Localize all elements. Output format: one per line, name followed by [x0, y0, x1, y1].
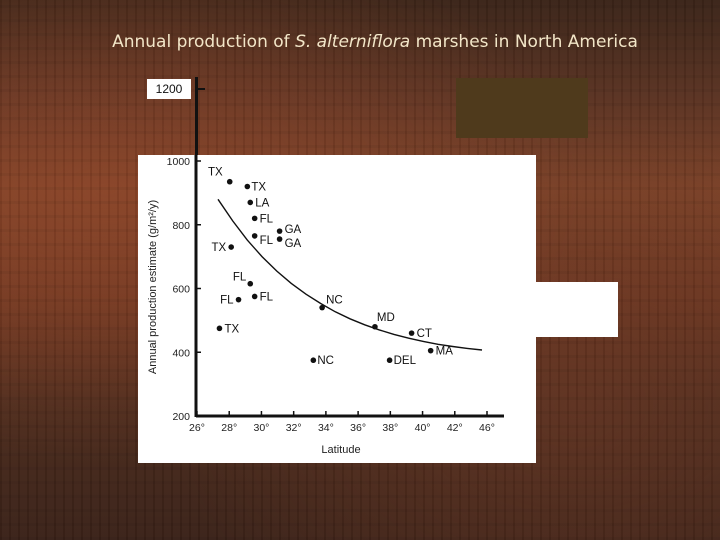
- x-tick-label-2: 30°: [253, 422, 269, 434]
- x-tick-label-4: 34°: [318, 422, 334, 434]
- title-prefix: Annual production of: [112, 32, 296, 52]
- data-point-del: [386, 357, 393, 364]
- slide-title: Annual production of S. alterniflora mar…: [0, 32, 720, 52]
- y-axis-extension: [195, 77, 198, 159]
- data-points: TX TX LA FL GA GA FL TX FL FL FL NC TX MD CT MA NC DEL: [208, 167, 453, 368]
- data-point-ga: [276, 228, 283, 234]
- chart-panel: 200 400 600 800 1000 26° 28° 30° 32° 34° 36° 38° 40…: [138, 155, 536, 463]
- data-label-tx: TX: [208, 167, 223, 179]
- data-point-tx: [228, 244, 234, 250]
- data-point-tx: [244, 183, 251, 190]
- x-tick-label-5: 36°: [350, 422, 366, 434]
- data-point-fl: [247, 280, 254, 287]
- data-label-ma: MA: [436, 346, 454, 358]
- data-point-fl: [251, 293, 258, 300]
- data-label-tx: TX: [251, 182, 266, 194]
- data-label-md: MD: [377, 312, 395, 324]
- overlay-white-box: [536, 282, 618, 337]
- x-tick-label-8: 42°: [447, 422, 463, 434]
- data-label-nc: NC: [317, 355, 334, 367]
- data-label-del: DEL: [394, 355, 417, 367]
- data-point-nc: [319, 304, 325, 311]
- data-point-tx: [226, 178, 233, 185]
- data-label-ga: GA: [285, 224, 302, 236]
- y-ticks: 200 400 600 800 1000: [167, 156, 201, 423]
- data-label-fl: FL: [260, 291, 274, 303]
- data-label-fl: FL: [233, 272, 247, 284]
- data-point-fl: [251, 233, 258, 239]
- data-point-ma: [427, 347, 434, 354]
- x-ticks: 26° 28° 30° 32° 34° 36° 38° 40° 42° 46°: [189, 411, 495, 434]
- y-axis-label: Annual production estimate (g/m²/y): [147, 200, 159, 374]
- x-tick-label-3: 32°: [286, 422, 302, 434]
- data-label-fl: FL: [260, 235, 274, 247]
- y-tick-label-1000: 1000: [167, 156, 191, 168]
- y-tick-label-400: 400: [172, 347, 190, 359]
- scatter-chart: 200 400 600 800 1000 26° 28° 30° 32° 34° 36° 38° 40…: [147, 155, 504, 456]
- x-tick-label-6: 38°: [382, 422, 398, 434]
- data-label-ct: CT: [417, 328, 432, 340]
- x-tick-label-0: 26°: [189, 422, 205, 434]
- y-tick-label-1200: 1200: [147, 79, 191, 99]
- y-tick-label-200: 200: [172, 411, 190, 423]
- y-tick-label-800: 800: [172, 220, 190, 232]
- data-label-ga: GA: [285, 238, 302, 250]
- trend-curve: [217, 198, 483, 351]
- data-label-tx: TX: [224, 323, 239, 335]
- data-point-tx: [216, 325, 223, 332]
- data-point-nc: [310, 357, 317, 364]
- title-species: S. alterniflora: [295, 32, 411, 52]
- x-axis-label: Latitude: [321, 444, 360, 456]
- data-point-fl: [235, 296, 242, 303]
- data-point-md: [372, 323, 378, 330]
- overlay-dark-box: [456, 78, 588, 138]
- data-label-fl: FL: [220, 295, 234, 307]
- x-tick-label-9: 46°: [479, 422, 495, 434]
- data-point-la: [247, 199, 254, 206]
- data-label-nc: NC: [326, 295, 343, 307]
- data-label-tx: TX: [211, 242, 226, 254]
- y-tick-label-600: 600: [172, 284, 190, 296]
- data-point-fl: [251, 215, 258, 222]
- data-point-ct: [408, 330, 415, 336]
- data-point-ga: [276, 236, 283, 242]
- data-label-fl: FL: [260, 213, 274, 225]
- title-suffix: marshes in North America: [410, 32, 638, 52]
- x-tick-label-7: 40°: [415, 422, 431, 434]
- data-label-la: LA: [255, 197, 269, 209]
- x-tick-label-1: 28°: [221, 422, 237, 434]
- y-tick-1200: [198, 88, 205, 90]
- axes: [194, 155, 504, 418]
